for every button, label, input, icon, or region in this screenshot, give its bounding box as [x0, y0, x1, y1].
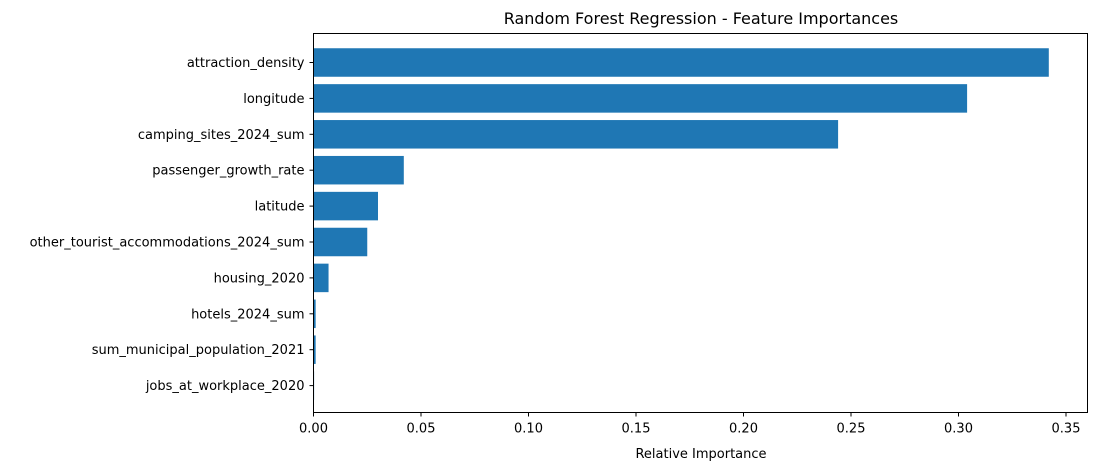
- bar-attraction_density: [313, 48, 1049, 77]
- x-tick-label: 0.00: [299, 422, 328, 437]
- bar-latitude: [313, 191, 378, 221]
- category-label: other_tourist_accommodations_2024_sum: [30, 236, 305, 251]
- x-tick-label: 0.15: [622, 422, 651, 437]
- category-label: jobs_at_workplace_2020: [145, 379, 305, 394]
- x-tick-label: 0.30: [944, 422, 973, 437]
- bar-passenger_growth_rate: [313, 155, 404, 185]
- bar-hotels_2024_sum: [313, 299, 316, 329]
- bar-camping_sites_2024_sum: [313, 120, 839, 149]
- bar-other_tourist_accommodations_2024_sum: [313, 227, 368, 257]
- category-label: hotels_2024_sum: [191, 307, 304, 322]
- bars-group: [313, 48, 1049, 400]
- x-tick-label: 0.35: [1052, 422, 1081, 437]
- bar-sum_municipal_population_2021: [313, 335, 316, 364]
- x-tick-label: 0.25: [837, 422, 866, 437]
- category-label: housing_2020: [214, 271, 305, 286]
- category-label: attraction_density: [187, 56, 305, 71]
- bar-longitude: [313, 84, 968, 113]
- category-label: passenger_growth_rate: [152, 164, 304, 179]
- category-label: latitude: [255, 200, 305, 215]
- x-tick-label: 0.05: [407, 422, 436, 437]
- chart-title: Random Forest Regression - Feature Impor…: [504, 9, 899, 28]
- x-tick-label: 0.10: [514, 422, 543, 437]
- plot-frame: [313, 33, 1088, 413]
- category-labels: attraction_density longitude camping_sites…: [30, 56, 314, 394]
- category-label: sum_municipal_population_2021: [92, 343, 305, 358]
- category-label: camping_sites_2024_sum: [138, 128, 305, 143]
- bar-housing_2020: [313, 263, 329, 293]
- category-label: longitude: [243, 92, 304, 107]
- x-tick-label: 0.20: [729, 422, 758, 437]
- x-axis-ticks: 0.00 0.05 0.10 0.15 0.20 0.25 0.30 0.35: [299, 412, 1081, 437]
- x-axis-label: Relative Importance: [635, 447, 766, 462]
